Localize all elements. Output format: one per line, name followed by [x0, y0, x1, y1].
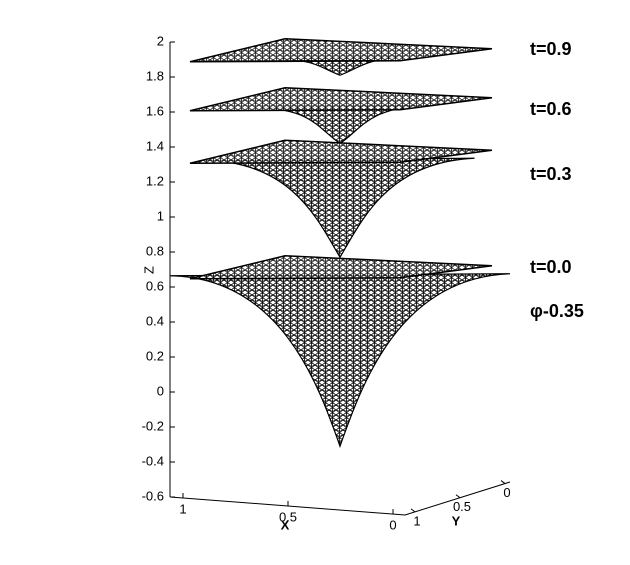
surface-dip	[205, 157, 475, 259]
surface-plane	[189, 86, 493, 112]
surface-label: t=0.0	[530, 257, 572, 277]
surface-dip	[169, 273, 511, 449]
y-tick-label: 0.5	[453, 499, 471, 514]
surface-plane	[189, 139, 493, 164]
surface-plane	[189, 254, 493, 280]
z-tick-label: 1.4	[146, 138, 164, 153]
annotation: φ-0.35	[530, 301, 584, 321]
z-tick-label: 0.2	[146, 348, 164, 363]
y-tick	[500, 480, 506, 484]
x-tick-label: 0.5	[279, 509, 297, 524]
y-tick-label: 1	[413, 513, 420, 528]
y-tick	[455, 494, 461, 499]
z-tick-label: 2	[157, 33, 164, 48]
x-axis-label: X	[281, 517, 290, 532]
z-tick-label: 1.2	[146, 173, 164, 188]
z-tick-label: 1.8	[146, 68, 164, 83]
z-tick-label: 0.4	[146, 313, 164, 328]
x-tick-label: 1	[179, 501, 186, 516]
surface-label: t=0.9	[530, 39, 572, 59]
z-tick-label: 1.6	[146, 103, 164, 118]
surface-plane	[189, 37, 493, 63]
surface-label: t=0.3	[530, 164, 572, 184]
y-axis-label: Y	[452, 513, 461, 528]
y-tick-label: 0	[503, 485, 510, 500]
z-tick-label: -0.4	[142, 453, 164, 468]
surface-label: t=0.6	[530, 99, 572, 119]
z-tick-label: 0.8	[146, 243, 164, 258]
z-tick-label: 1	[157, 208, 164, 223]
z-tick-label: -0.6	[142, 488, 164, 503]
x-tick-label: 0	[389, 518, 396, 533]
z-axis-label: Z	[141, 266, 156, 274]
y-tick	[410, 508, 416, 513]
y-axis	[404, 481, 511, 516]
z-tick-label: 0	[157, 383, 164, 398]
surface-dip	[260, 105, 420, 145]
z-tick-label: 0.6	[146, 278, 164, 293]
z-tick-label: -0.2	[142, 418, 164, 433]
